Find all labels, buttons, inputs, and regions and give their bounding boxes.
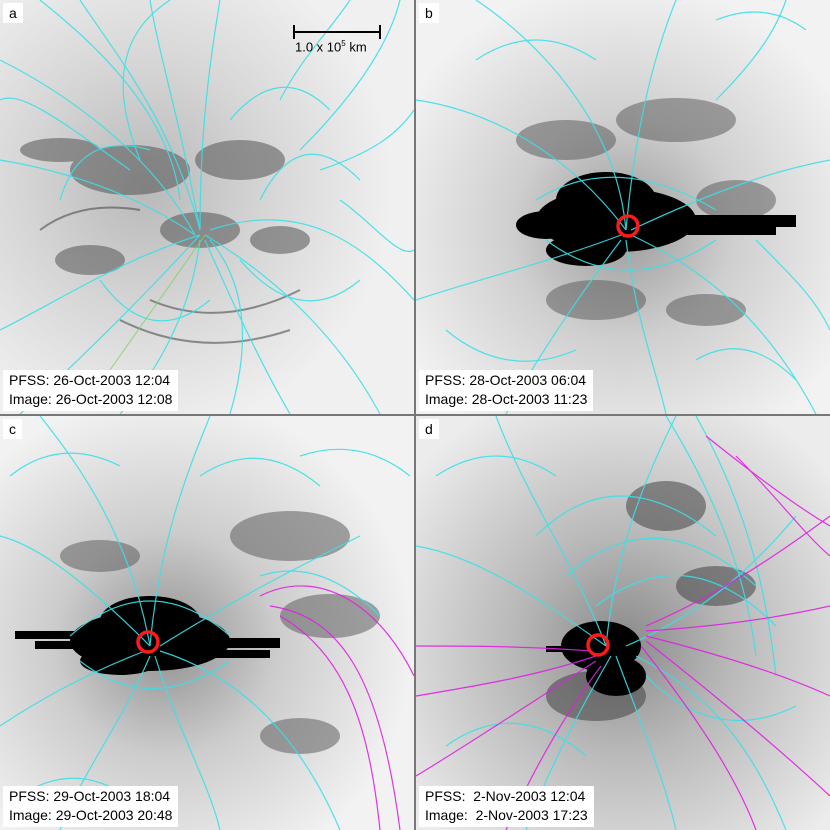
scale-bar-tick-right xyxy=(379,25,381,39)
panel-b-flare-marker xyxy=(616,214,640,238)
panel-a-caption: PFSS: 26-Oct-2003 12:04 Image: 26-Oct-200… xyxy=(3,370,179,411)
scale-bar: 1.0 x 105 km xyxy=(293,25,383,65)
panel-a-letter: a xyxy=(3,3,23,23)
panel-d-pfss-time: PFSS: 2-Nov-2003 12:04 xyxy=(425,788,586,804)
panel-b-image xyxy=(416,0,830,414)
panel-a-pfss-time: PFSS: 26-Oct-2003 12:04 xyxy=(9,372,171,388)
panel-d-letter: d xyxy=(419,419,439,439)
panel-c-image-time: Image: 29-Oct-2003 20:48 xyxy=(9,807,173,823)
panel-c-caption: PFSS: 29-Oct-2003 18:04 Image: 29-Oct-200… xyxy=(3,786,179,827)
panel-b-sunspot xyxy=(516,172,796,266)
panel-d: d PFSS: 2-Nov-2003 12:04 Image: 2-Nov-200… xyxy=(416,416,830,830)
panel-d-sunspot xyxy=(546,621,646,696)
panel-d-flare-marker xyxy=(586,633,610,657)
scale-bar-tick-left xyxy=(293,25,295,39)
panel-d-field-lines xyxy=(416,416,797,830)
scale-bar-line xyxy=(293,31,381,33)
panel-b-image-time: Image: 28-Oct-2003 11:23 xyxy=(425,391,588,407)
panel-c-open-field-lines xyxy=(259,585,414,830)
panel-b-field-lines xyxy=(416,0,830,414)
panel-c: c PFSS: 29-Oct-2003 18:04 Image: 29-Oct-2… xyxy=(0,416,414,830)
panel-c-letter: c xyxy=(3,419,22,439)
panel-b-pfss-time: PFSS: 28-Oct-2003 06:04 xyxy=(425,372,587,388)
panel-b-letter: b xyxy=(419,3,439,23)
panel-c-image xyxy=(0,416,414,830)
scale-bar-label: 1.0 x 105 km xyxy=(295,39,367,55)
panel-d-caption: PFSS: 2-Nov-2003 12:04 Image: 2-Nov-2003 … xyxy=(419,786,594,827)
panel-a: a 1.0 x 105 km PFSS: 26-Oct-2003 12:04 Im… xyxy=(0,0,414,414)
panel-c-flare-marker xyxy=(136,630,160,654)
panel-a-image-time: Image: 26-Oct-2003 12:08 xyxy=(9,391,173,407)
panel-d-image xyxy=(416,416,830,830)
panel-c-pfss-time: PFSS: 29-Oct-2003 18:04 xyxy=(9,788,171,804)
panel-d-image-time: Image: 2-Nov-2003 17:23 xyxy=(425,807,588,823)
panel-b-caption: PFSS: 28-Oct-2003 06:04 Image: 28-Oct-200… xyxy=(419,370,594,411)
panel-b: b PFSS: 28-Oct-2003 06:04 Image: 28-Oct-2… xyxy=(416,0,830,414)
